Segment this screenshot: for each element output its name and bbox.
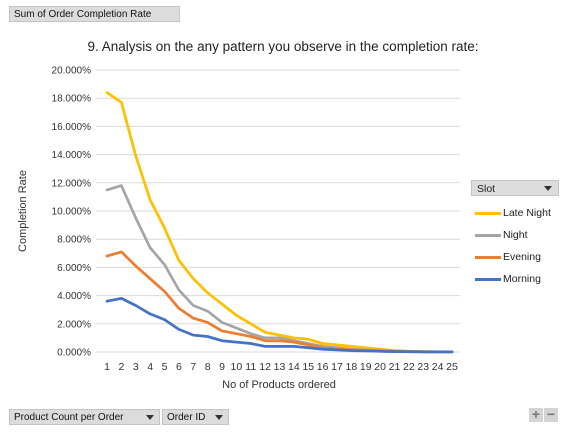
x-tick-label: 9: [219, 361, 225, 373]
x-tick-label: 10: [231, 361, 243, 373]
minus-icon: −: [546, 406, 556, 422]
x-tick-label: 6: [176, 361, 182, 373]
legend-item-night: Night: [475, 224, 559, 246]
x-tick-label: 3: [133, 361, 139, 373]
x-tick-label: 7: [190, 361, 196, 373]
x-axis-label: No of Products ordered: [222, 379, 336, 391]
dropdown-arrow-icon: [146, 415, 154, 420]
x-tick-label: 24: [432, 361, 444, 373]
legend-item-evening: Evening: [475, 246, 559, 268]
value-field-label: Sum of Order Completion Rate: [14, 9, 152, 20]
x-tick-label: 13: [274, 361, 286, 373]
y-tick-label: 4.000%: [57, 291, 91, 302]
expand-field-button[interactable]: +: [529, 406, 543, 422]
y-tick-label: 14.000%: [52, 150, 92, 161]
legend-item-morning: Morning: [475, 268, 559, 290]
series-lines: [105, 91, 454, 354]
x-tick-label: 8: [205, 361, 211, 373]
legend-field-label: Slot: [477, 183, 496, 195]
legend-item-label: Morning: [503, 273, 541, 285]
x-tick-label: 23: [417, 361, 429, 373]
legend-item-late-night: Late Night: [475, 202, 559, 224]
y-axis-label: Completion Rate: [17, 170, 29, 252]
x-axis-tick-labels: 1 2 3 4 5 6 7 8 9 10 11 12 13 14 15 16 17 18 19 20 21 22 23 24 2…: [104, 361, 458, 373]
y-tick-label: 0.000%: [57, 348, 91, 359]
chart-title: 9. Analysis on the any pattern you obser…: [88, 39, 479, 54]
x-tick-label: 2: [118, 361, 124, 373]
x-tick-label: 1: [104, 361, 110, 373]
x-tick-label: 11: [245, 361, 256, 373]
x-tick-label: 19: [360, 361, 372, 373]
axis-field-label: Order ID: [167, 412, 206, 423]
legend-slot-filter-button[interactable]: Slot: [471, 180, 559, 196]
y-tick-label: 10.000%: [52, 207, 92, 218]
x-tick-label: 25: [446, 361, 458, 373]
legend-swatch: [475, 277, 501, 281]
y-tick-label: 8.000%: [57, 235, 91, 246]
y-tick-label: 16.000%: [52, 122, 92, 133]
legend-item-label: Late Night: [503, 207, 551, 219]
y-tick-label: 18.000%: [52, 94, 92, 105]
legend-item-label: Night: [503, 229, 528, 241]
x-tick-label: 17: [331, 361, 343, 373]
legend: Slot Late Night Night Evening Morning: [471, 180, 559, 290]
x-tick-label: 4: [147, 361, 153, 373]
series-line-late-night: [105, 91, 454, 354]
x-tick-label: 16: [317, 361, 329, 373]
x-tick-label: 21: [389, 361, 401, 373]
value-field-button[interactable]: Sum of Order Completion Rate: [9, 6, 180, 22]
x-tick-label: 5: [162, 361, 168, 373]
legend-swatch: [475, 233, 501, 237]
plus-icon: +: [531, 406, 541, 422]
legend-item-label: Evening: [503, 251, 541, 263]
x-tick-label: 20: [374, 361, 386, 373]
series-line-morning: [105, 297, 454, 354]
legend-swatch: [475, 255, 501, 259]
y-tick-label: 12.000%: [52, 178, 92, 189]
x-tick-label: 18: [346, 361, 358, 373]
axis-field-label: Product Count per Order: [14, 412, 124, 423]
x-tick-label: 22: [403, 361, 415, 373]
gridlines: [96, 69, 460, 353]
x-tick-label: 12: [259, 361, 271, 373]
y-axis-tick-labels: 0.000% 2.000% 4.000% 6.000% 8.000% 10.000% 12.…: [52, 66, 92, 359]
y-tick-label: 2.000%: [57, 319, 91, 330]
x-tick-label: 15: [302, 361, 314, 373]
axis-field-product-count-button[interactable]: Product Count per Order: [9, 409, 160, 425]
dropdown-arrow-icon: [215, 415, 223, 420]
axis-field-order-id-button[interactable]: Order ID: [162, 409, 229, 425]
legend-swatch: [475, 211, 501, 215]
y-tick-label: 20.000%: [52, 66, 92, 77]
x-tick-label: 14: [288, 361, 300, 373]
collapse-field-button[interactable]: −: [544, 406, 558, 422]
y-tick-label: 6.000%: [57, 263, 91, 274]
dropdown-arrow-icon: [544, 186, 552, 191]
